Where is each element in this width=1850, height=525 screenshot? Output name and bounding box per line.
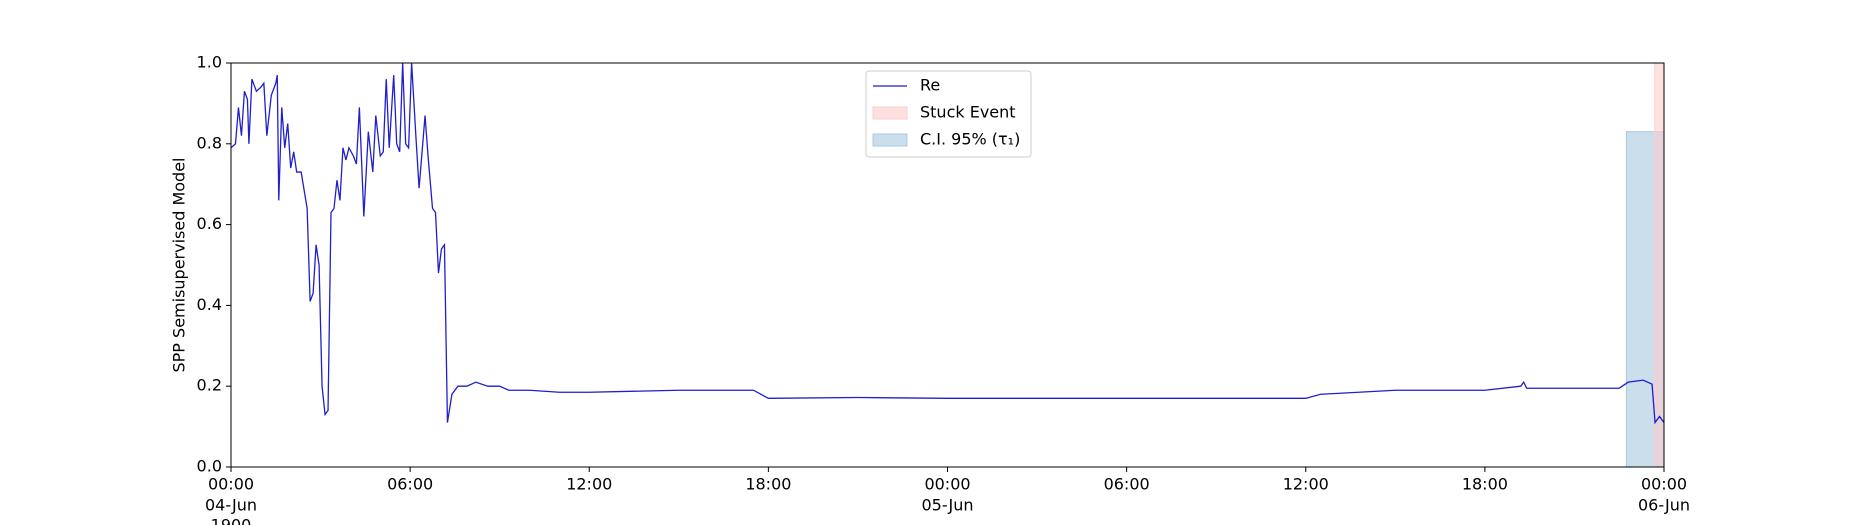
line — [230, 62, 1665, 425]
x-tick-label: 06:00 — [1104, 475, 1150, 494]
y-tick-label: 0.6 — [197, 214, 222, 233]
x-tick-label: 12:00 — [566, 475, 612, 494]
y-tick-label: 0.8 — [197, 133, 222, 152]
x-tick-sublabel: 1900 — [211, 516, 252, 525]
y-tick-label: 0.4 — [197, 295, 222, 314]
legend-label: Re — [920, 76, 940, 95]
x-tick-label: 12:00 — [1283, 475, 1329, 494]
legend-label: Stuck Event — [920, 103, 1016, 122]
span — [1654, 62, 1665, 468]
x-tick-label: 00:00 — [208, 475, 254, 494]
y-tick-label: 1.0 — [197, 53, 222, 72]
y-tick-label: 0.0 — [197, 457, 222, 476]
x-tick-label: 06:00 — [387, 475, 433, 494]
x-tick-label: 18:00 — [1462, 475, 1508, 494]
y-tick-label: 0.2 — [197, 376, 222, 395]
x-tick-sublabel: 06-Jun — [1638, 496, 1690, 515]
x-tick-sublabel: 05-Jun — [921, 496, 973, 515]
x-tick-sublabel: 04-Jun — [205, 496, 257, 515]
x-tick-label: 00:00 — [924, 475, 970, 494]
y-axis-label: SPP Semisupervised Model — [170, 158, 189, 373]
x-tick-label: 18:00 — [745, 475, 791, 494]
legend: Re Stuck Event C.I. 95% (τ₁) — [865, 70, 1032, 158]
x-tick-label: 00:00 — [1641, 475, 1687, 494]
legend-swatch — [872, 133, 908, 147]
legend-label: C.I. 95% (τ₁) — [920, 130, 1020, 149]
legend-swatch — [872, 106, 908, 120]
